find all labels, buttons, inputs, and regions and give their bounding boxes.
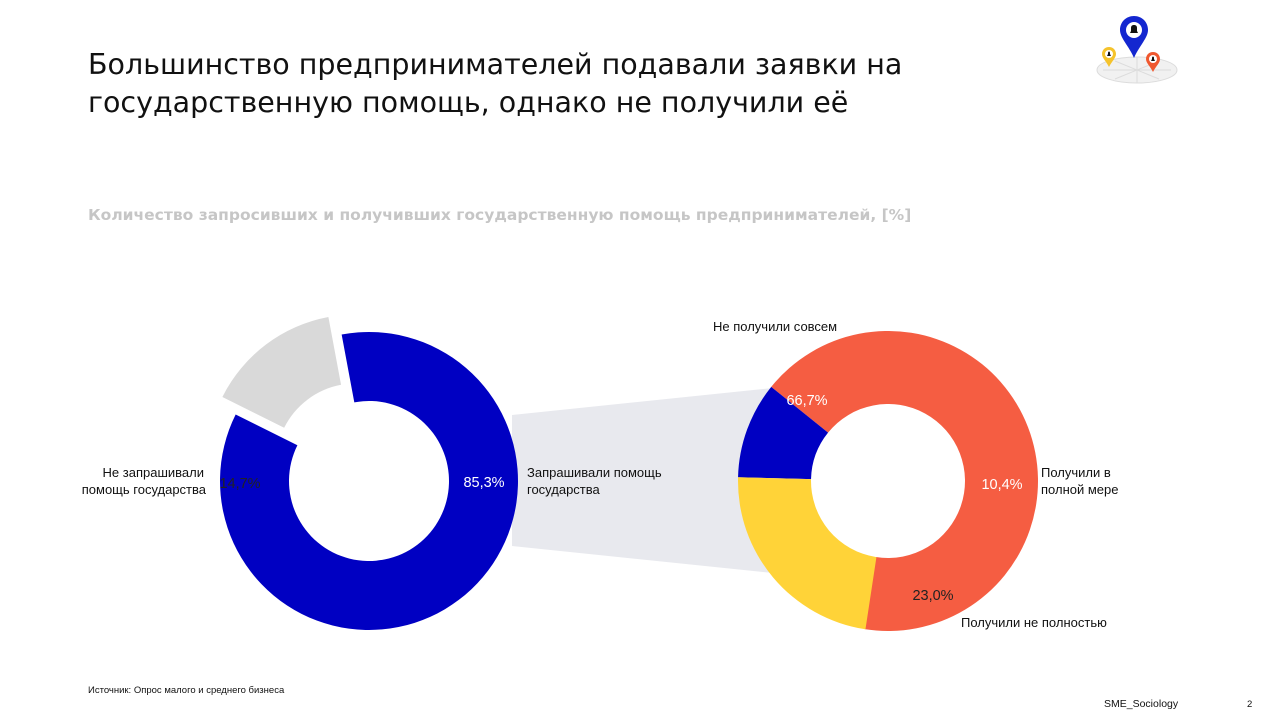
- slide-title: Большинство предпринимателей подавали за…: [88, 46, 988, 122]
- slide-title-line-2: государственную помощь, однако не получи…: [88, 86, 849, 119]
- data-label-requested: 85,3%: [463, 475, 504, 491]
- source-note: Источник: Опрос малого и среднего бизнес…: [88, 685, 285, 696]
- data-label-not-requested: 14,7%: [219, 476, 260, 492]
- right-slice-not-received: [771, 330, 1038, 631]
- category-label-not-received: Не получили совсем: [713, 319, 837, 334]
- category-label-fully-received-line-2: полной мере: [1041, 482, 1118, 497]
- breakdown-connector: [512, 388, 773, 573]
- category-label-not-requested-line-2: помощь государства: [82, 482, 207, 497]
- data-label-partially-received: 23,0%: [912, 588, 953, 604]
- category-label-fully-received-line-1: Получили в: [1041, 465, 1111, 480]
- data-label-not-received: 66,7%: [786, 393, 827, 409]
- data-label-fully-received: 10,4%: [981, 477, 1022, 493]
- brand-label: SME_Sociology: [1104, 698, 1179, 710]
- right-slice-fully-received: [738, 386, 829, 480]
- left-slice-not-requested: [222, 316, 342, 428]
- category-label-requested-line-2: государства: [527, 482, 601, 497]
- page-number: 2: [1247, 699, 1253, 710]
- category-label-not-requested-line-1: Не запрашивали: [103, 465, 204, 480]
- map-pins-logo-icon: [1093, 12, 1181, 93]
- left-slice-requested: [220, 332, 519, 630]
- category-label-requested-line-1: Запрашивали помощь: [527, 465, 662, 480]
- chart-subtitle: Количество запросивших и получивших госу…: [88, 206, 912, 224]
- right-slice-partially-received: [738, 477, 877, 630]
- category-label-partially-received: Получили не полностью: [961, 615, 1107, 630]
- slide-title-line-1: Большинство предпринимателей подавали за…: [88, 48, 903, 81]
